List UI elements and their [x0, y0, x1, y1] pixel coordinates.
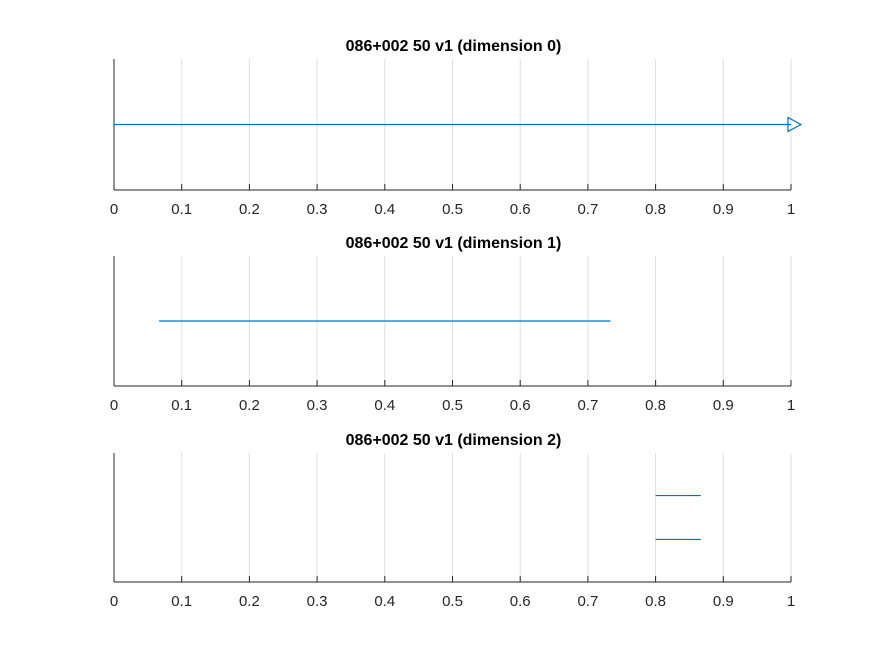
x-tick-label: 0.9 [713, 201, 734, 218]
subplot-1: 0 0.1 0.2 0.3 0.4 0.5 0.6 0.7 0.8 0.9 1 086+002 50 … [110, 235, 795, 414]
x-tick-label: 0.2 [239, 397, 260, 414]
x-tick-label: 0.4 [374, 201, 395, 218]
x-tick-label: 0.5 [442, 593, 463, 610]
x-tick-label: 0.7 [577, 201, 598, 218]
x-tick-label: 0.6 [510, 593, 531, 610]
x-tick-label: 0.8 [645, 397, 666, 414]
x-tick-label: 0 [110, 397, 118, 414]
subplot-2: 0 0.1 0.2 0.3 0.4 0.5 0.6 0.7 0.8 0.9 1 086+002 50 … [110, 432, 795, 610]
x-tick-label: 0.1 [171, 397, 192, 414]
x-tick-label: 0 [110, 201, 118, 218]
x-tick-label: 0.8 [645, 593, 666, 610]
x-tick-label: 0.4 [374, 397, 395, 414]
x-tick-label: 0.4 [374, 593, 395, 610]
chart-title: 086+002 50 v1 (dimension 0) [346, 38, 562, 55]
subplot-0: 0 0.1 0.2 0.3 0.4 0.5 0.6 0.7 0.8 0.9 1 086+002 50 … [110, 38, 803, 218]
x-tick-label: 0.1 [171, 201, 192, 218]
x-tick-label: 0.2 [239, 593, 260, 610]
x-tick-label: 0.3 [307, 593, 328, 610]
x-tick-label: 0.9 [713, 397, 734, 414]
x-tick-label: 0.7 [577, 397, 598, 414]
x-tick-label: 0 [110, 593, 118, 610]
x-tick-label: 0.9 [713, 593, 734, 610]
x-tick-label: 0.7 [577, 593, 598, 610]
end-marker-triangle [787, 116, 803, 133]
chart-title: 086+002 50 v1 (dimension 2) [346, 432, 562, 449]
x-tick-label: 0.6 [510, 397, 531, 414]
x-tick-label: 1 [787, 201, 795, 218]
x-tick-label: 0.6 [510, 201, 531, 218]
x-tick-label: 1 [787, 593, 795, 610]
x-tick-label: 0.2 [239, 201, 260, 218]
chart-title: 086+002 50 v1 (dimension 1) [346, 235, 562, 252]
x-tick-label: 1 [787, 397, 795, 414]
x-tick-label: 0.8 [645, 201, 666, 218]
x-tick-label: 0.5 [442, 397, 463, 414]
x-tick-label: 0.3 [307, 201, 328, 218]
x-tick-label: 0.3 [307, 397, 328, 414]
x-tick-label: 0.1 [171, 593, 192, 610]
x-tick-label: 0.5 [442, 201, 463, 218]
